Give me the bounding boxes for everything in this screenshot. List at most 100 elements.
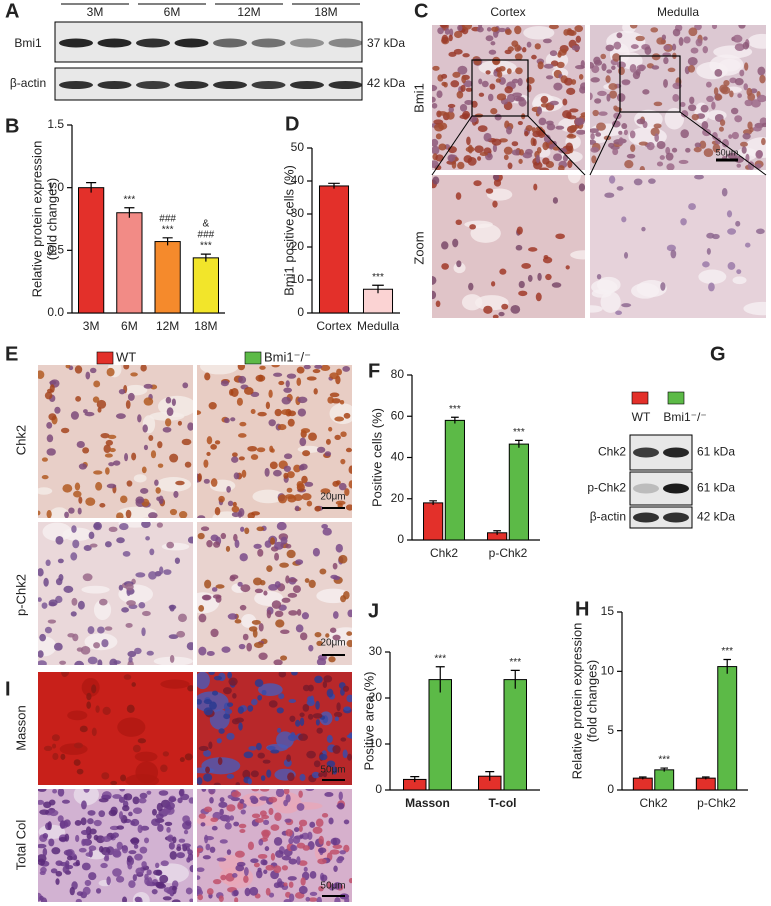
nucleus (262, 759, 271, 764)
nucleus (342, 749, 348, 759)
nucleus (50, 868, 58, 874)
nucleus (515, 244, 523, 251)
nucleus (317, 654, 327, 661)
nucleus (728, 134, 733, 139)
nucleus (712, 143, 721, 153)
lumen (743, 301, 766, 316)
y-tick-label: 0 (397, 532, 404, 546)
nucleus (486, 27, 492, 32)
nucleus (238, 456, 245, 461)
nucleus (301, 475, 308, 484)
y-axis-title: (fold changes) (584, 660, 599, 742)
nucleus (236, 861, 246, 867)
nucleus (605, 75, 611, 83)
nucleus (740, 141, 748, 147)
nucleus (455, 192, 462, 200)
nucleus (260, 859, 267, 866)
nucleus (491, 26, 499, 32)
x-tick-label: p-Chk2 (697, 796, 736, 810)
nucleus (556, 61, 565, 69)
lumen (73, 789, 99, 806)
nucleus (237, 433, 247, 438)
nucleus (250, 408, 256, 415)
blot-band (251, 38, 286, 48)
nucleus (102, 706, 111, 715)
nucleus (134, 853, 143, 861)
nucleus (239, 553, 248, 562)
nucleus (711, 101, 716, 110)
nucleus (281, 865, 289, 871)
nucleus (200, 822, 206, 827)
nucleus (75, 834, 80, 843)
nucleus (267, 745, 276, 751)
lumen (461, 294, 483, 311)
nucleus (256, 447, 266, 453)
nucleus (506, 68, 512, 75)
nucleus (115, 413, 126, 419)
nucleus (467, 157, 477, 166)
lumen (732, 276, 747, 285)
nucleus (208, 741, 213, 750)
nucleus (659, 155, 665, 160)
nucleus (663, 56, 669, 65)
nucleus (72, 855, 78, 861)
lumen (698, 269, 727, 285)
nucleus (621, 123, 628, 130)
nucleus (206, 451, 211, 457)
nucleus (288, 698, 297, 704)
nucleus (172, 836, 177, 844)
nucleus (79, 725, 88, 733)
tissue (38, 672, 193, 785)
nucleus (227, 613, 238, 620)
blot-band (290, 38, 324, 48)
nucleus (338, 791, 343, 801)
nucleus (149, 548, 155, 556)
nucleus (178, 511, 188, 518)
nucleus (532, 138, 537, 147)
nucleus (185, 887, 193, 895)
nucleus (103, 444, 111, 454)
nucleus (71, 525, 77, 533)
nucleus (73, 759, 81, 766)
nucleus (168, 842, 175, 850)
nucleus (236, 397, 243, 406)
nucleus (226, 702, 234, 707)
nucleus (334, 897, 341, 902)
nucleus (74, 482, 81, 491)
nucleus (747, 161, 755, 170)
nucleus (278, 494, 288, 504)
nucleus (138, 602, 146, 609)
nucleus (47, 821, 52, 831)
nucleus (188, 797, 193, 804)
nucleus (306, 500, 313, 507)
nucleus (93, 642, 101, 649)
nucleus (141, 627, 146, 637)
nucleus (609, 90, 618, 99)
nucleus (287, 495, 297, 503)
nucleus (506, 93, 516, 103)
nucleus (251, 813, 261, 819)
nucleus (223, 687, 232, 695)
nucleus (231, 791, 242, 798)
nucleus (757, 94, 766, 103)
nucleus (462, 53, 470, 58)
nucleus (730, 107, 739, 115)
nucleus (125, 622, 133, 628)
nucleus (308, 432, 317, 441)
nucleus (757, 66, 766, 76)
blot-band (136, 38, 170, 48)
nucleus (563, 29, 569, 36)
nucleus (257, 867, 262, 873)
nucleus (623, 251, 629, 259)
nucleus (139, 846, 148, 854)
nucleus (494, 113, 502, 121)
nucleus (91, 684, 97, 694)
nucleus (51, 734, 60, 742)
nucleus (264, 846, 270, 852)
nucleus (283, 789, 290, 795)
nucleus (759, 74, 766, 84)
nucleus (345, 504, 352, 511)
nucleus (89, 543, 98, 548)
bar (428, 679, 452, 791)
nucleus (535, 154, 540, 164)
